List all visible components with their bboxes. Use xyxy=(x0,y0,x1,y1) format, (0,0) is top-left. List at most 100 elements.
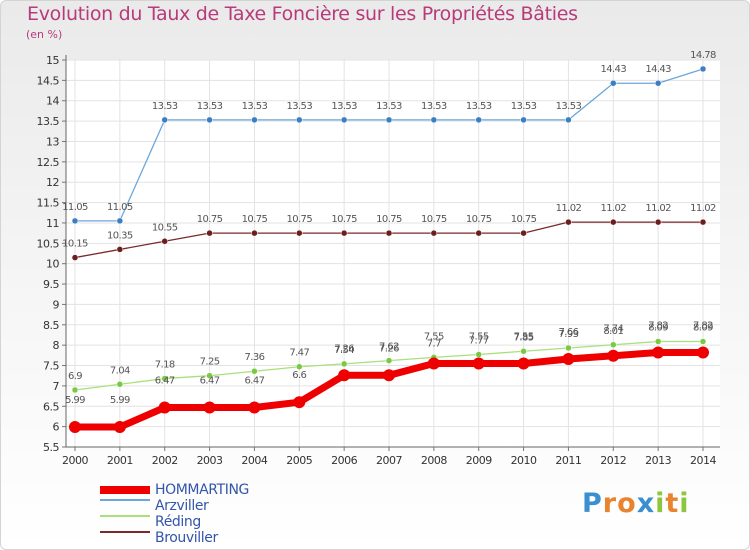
data-label-hommarting: 7.26 xyxy=(334,343,354,354)
y-tick-label: 13 xyxy=(46,135,59,148)
x-tick-label: 2006 xyxy=(331,454,357,467)
logo-letter: P xyxy=(582,488,603,519)
data-point-arzviller xyxy=(565,116,572,124)
data-label-brouviller: 11.02 xyxy=(645,203,671,214)
data-point-hommarting xyxy=(69,421,81,434)
data-label-arzviller: 13.53 xyxy=(197,101,223,112)
data-point-hommarting xyxy=(293,396,306,409)
data-label-arzviller: 13.53 xyxy=(152,101,178,112)
legend-item-reding: Réding xyxy=(100,514,360,530)
chart-title: Evolution du Taux de Taxe Foncière sur l… xyxy=(27,3,578,25)
data-label-reding: 7.36 xyxy=(244,352,264,363)
data-label-hommarting: 6.47 xyxy=(200,375,220,386)
logo-letter: r xyxy=(602,488,618,519)
data-label-hommarting: 5.99 xyxy=(110,395,130,406)
data-label-brouviller: 10.35 xyxy=(107,230,133,241)
data-point-arzviller xyxy=(610,79,617,87)
data-label-brouviller: 11.02 xyxy=(600,203,626,214)
data-label-hommarting: 7.55 xyxy=(514,331,534,342)
y-tick-label: 10.5 xyxy=(37,237,60,250)
x-tick-label: 2012 xyxy=(600,454,626,467)
data-label-reding: 7.54 xyxy=(334,345,354,356)
legend-swatch-brouviller xyxy=(100,531,150,533)
data-label-arzviller: 13.53 xyxy=(556,101,582,112)
data-point-reding xyxy=(116,381,124,388)
data-point-hommarting xyxy=(696,346,709,359)
data-label-reding: 8.09 xyxy=(648,322,668,333)
data-point-brouviller xyxy=(340,229,348,237)
logo-letter: o xyxy=(617,488,637,519)
data-label-brouviller: 10.75 xyxy=(242,214,268,225)
data-label-hommarting: 6.47 xyxy=(244,375,264,386)
data-point-arzviller xyxy=(520,116,527,124)
data-label-reding: 7.47 xyxy=(289,348,309,359)
logo-letter: x xyxy=(636,488,656,519)
data-point-arzviller xyxy=(161,116,168,124)
data-point-hommarting xyxy=(562,353,575,366)
data-point-brouviller xyxy=(71,254,79,261)
data-label-reding: 6.9 xyxy=(68,371,82,382)
data-point-hommarting xyxy=(472,357,485,370)
x-tick-label: 2002 xyxy=(152,454,178,467)
data-point-arzviller xyxy=(71,217,79,225)
data-point-reding xyxy=(385,357,393,364)
data-label-brouviller: 10.55 xyxy=(152,222,178,233)
data-point-brouviller xyxy=(116,246,124,253)
data-label-arzviller: 14.43 xyxy=(600,64,626,75)
data-label-arzviller: 13.53 xyxy=(331,101,357,112)
data-point-brouviller xyxy=(654,218,662,226)
data-label-reding: 7.85 xyxy=(514,332,534,343)
data-label-reding: 7.77 xyxy=(469,336,489,347)
data-label-brouviller: 11.02 xyxy=(556,203,582,214)
legend-swatch-reding xyxy=(100,515,150,517)
legend: HOMMARTING Arzviller Réding Brouviller xyxy=(100,482,360,546)
data-point-reding xyxy=(699,338,707,345)
data-point-arzviller xyxy=(116,217,124,225)
data-point-arzviller xyxy=(206,116,213,124)
data-label-brouviller: 10.75 xyxy=(376,214,402,225)
y-tick-label: 14 xyxy=(46,95,59,108)
data-label-reding: 7.93 xyxy=(558,329,578,340)
data-label-hommarting: 6.47 xyxy=(155,375,175,386)
data-point-hommarting xyxy=(113,421,126,434)
data-label-hommarting: 7.82 xyxy=(648,320,668,331)
y-tick-label: 9.5 xyxy=(43,278,59,291)
data-point-arzviller xyxy=(385,116,393,124)
data-label-arzviller: 13.53 xyxy=(511,101,537,112)
data-point-hommarting xyxy=(158,401,171,414)
data-point-brouviller xyxy=(251,229,258,237)
y-tick-label: 7 xyxy=(53,380,60,393)
legend-swatch-arzviller xyxy=(100,499,150,501)
x-tick-label: 2003 xyxy=(197,454,223,467)
data-label-hommarting: 5.99 xyxy=(65,395,85,406)
data-label-hommarting: 6.6 xyxy=(292,370,306,381)
y-tick-label: 6.5 xyxy=(43,400,59,413)
logo-letter: i xyxy=(679,488,690,519)
legend-item-brouviller: Brouviller xyxy=(100,530,360,546)
x-tick-label: 2005 xyxy=(286,454,312,467)
x-tick-label: 2001 xyxy=(107,454,133,467)
data-label-brouviller: 10.15 xyxy=(62,239,88,250)
legend-swatch-hommarting xyxy=(100,486,150,494)
x-tick-label: 2010 xyxy=(511,454,537,467)
legend-item-arzviller: Arzviller xyxy=(100,498,360,514)
data-label-reding: 7.25 xyxy=(200,357,220,368)
legend-label-reding: Réding xyxy=(155,514,201,530)
data-point-reding xyxy=(610,341,617,349)
logo-letter: i xyxy=(655,488,666,519)
x-tick-label: 2007 xyxy=(376,454,402,467)
data-point-hommarting xyxy=(338,369,351,382)
y-tick-label: 14.5 xyxy=(37,74,60,87)
data-point-hommarting xyxy=(607,349,620,362)
data-label-arzviller: 13.53 xyxy=(466,101,492,112)
data-point-brouviller xyxy=(161,238,168,245)
data-point-arzviller xyxy=(654,79,662,87)
y-tick-label: 12.5 xyxy=(37,156,60,169)
y-tick-label: 15 xyxy=(46,54,59,67)
data-point-arzviller xyxy=(296,116,303,124)
data-label-reding: 7.62 xyxy=(379,342,399,353)
data-point-brouviller xyxy=(206,229,213,237)
data-label-reding: 8.09 xyxy=(693,322,713,333)
data-point-hommarting xyxy=(382,369,395,382)
data-label-reding: 7.18 xyxy=(155,360,175,371)
